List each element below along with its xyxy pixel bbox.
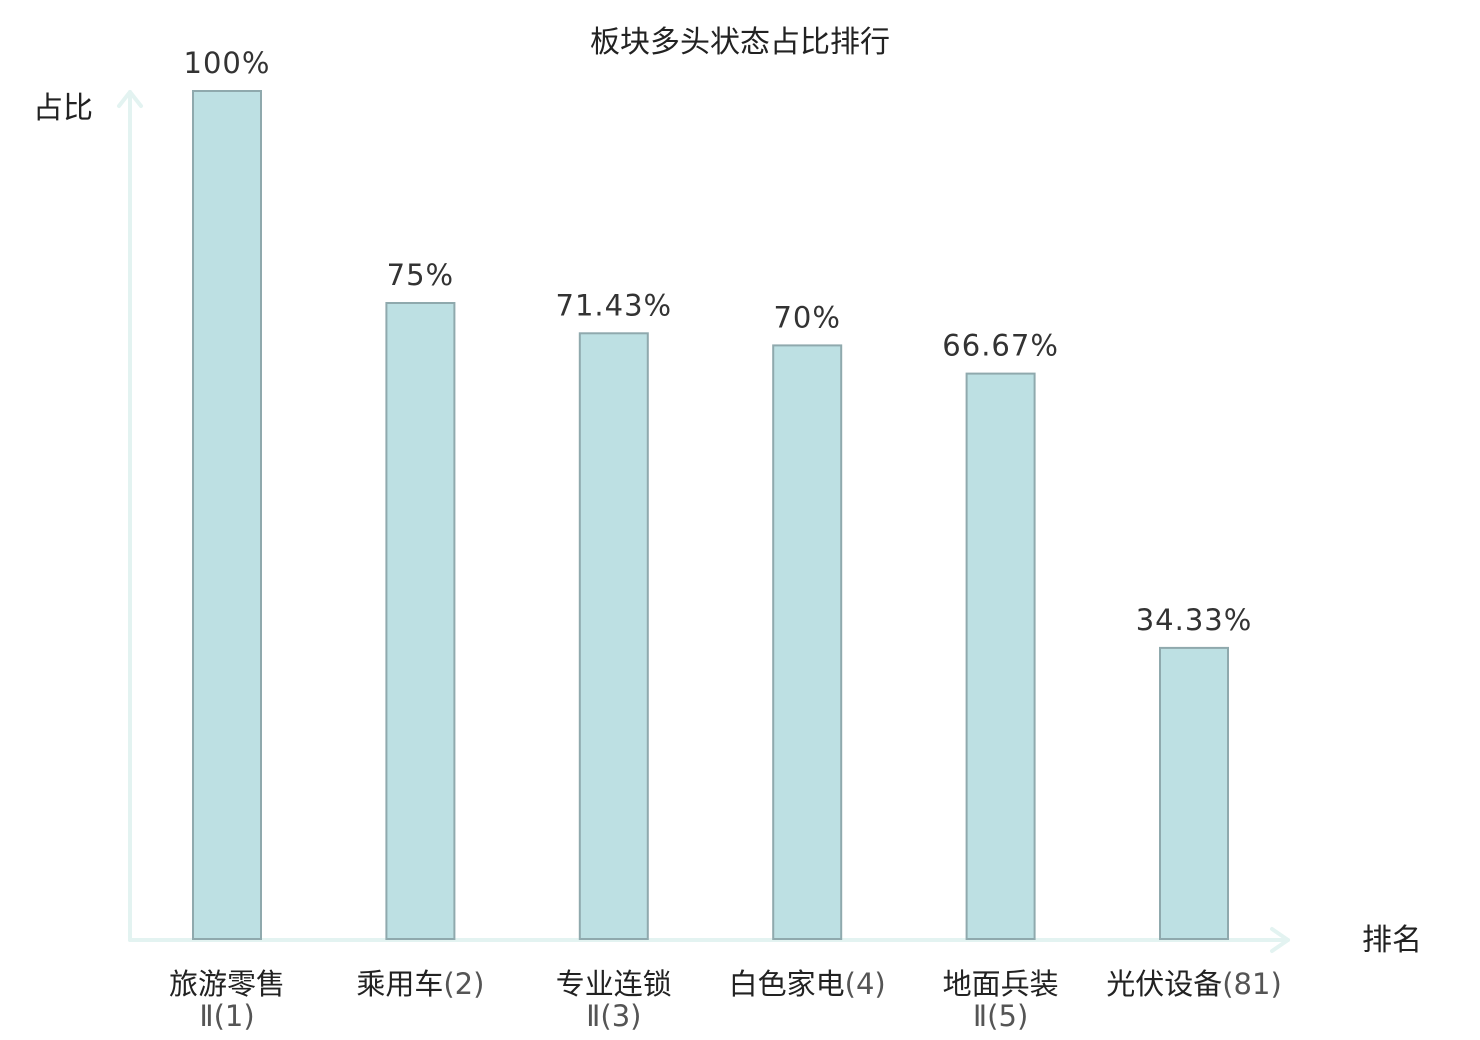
bar [965, 372, 1036, 941]
category-label: 乘用车(2) [356, 967, 484, 1001]
bar-value-label: 100% [184, 46, 271, 80]
bar [578, 332, 649, 940]
category-label: 光伏设备(81) [1106, 967, 1282, 1001]
category-label: 白色家电(4) [729, 967, 886, 1001]
category-label: 地面兵装 Ⅱ(5) [943, 967, 1059, 1033]
category-labels-group: 旅游零售 Ⅱ(1) 乘用车(2) 专业连锁 Ⅱ(3) 白色家电(4) 地面兵装 Ⅱ(5) 光伏设… [169, 967, 1282, 1033]
bar-value-label: 71.43% [556, 288, 673, 322]
y-axis-title: 占比 [33, 91, 93, 126]
bar [192, 90, 262, 940]
bar-value-label: 34.33% [1136, 603, 1253, 637]
chart-title: 板块多头状态占比排行 [590, 25, 890, 60]
bar-value-label: 70% [773, 300, 840, 334]
x-axis-arrow [1270, 927, 1290, 953]
bar-value-label: 66.67% [942, 329, 1059, 363]
x-axis-title: 排名 [1362, 923, 1422, 958]
bar-value-label: 75% [387, 258, 454, 292]
value-labels-group: 100% 75% 71.43% 70% 66.67% 34.33% [184, 46, 1253, 637]
bar [772, 344, 843, 940]
axes [117, 90, 1290, 953]
bars-group [192, 90, 1229, 941]
category-label: 专业连锁 Ⅱ(3) [556, 967, 672, 1033]
bar [1159, 646, 1229, 941]
bar [385, 302, 456, 940]
y-axis-arrow [117, 90, 143, 108]
category-label: 旅游零售 Ⅱ(1) [169, 967, 285, 1033]
